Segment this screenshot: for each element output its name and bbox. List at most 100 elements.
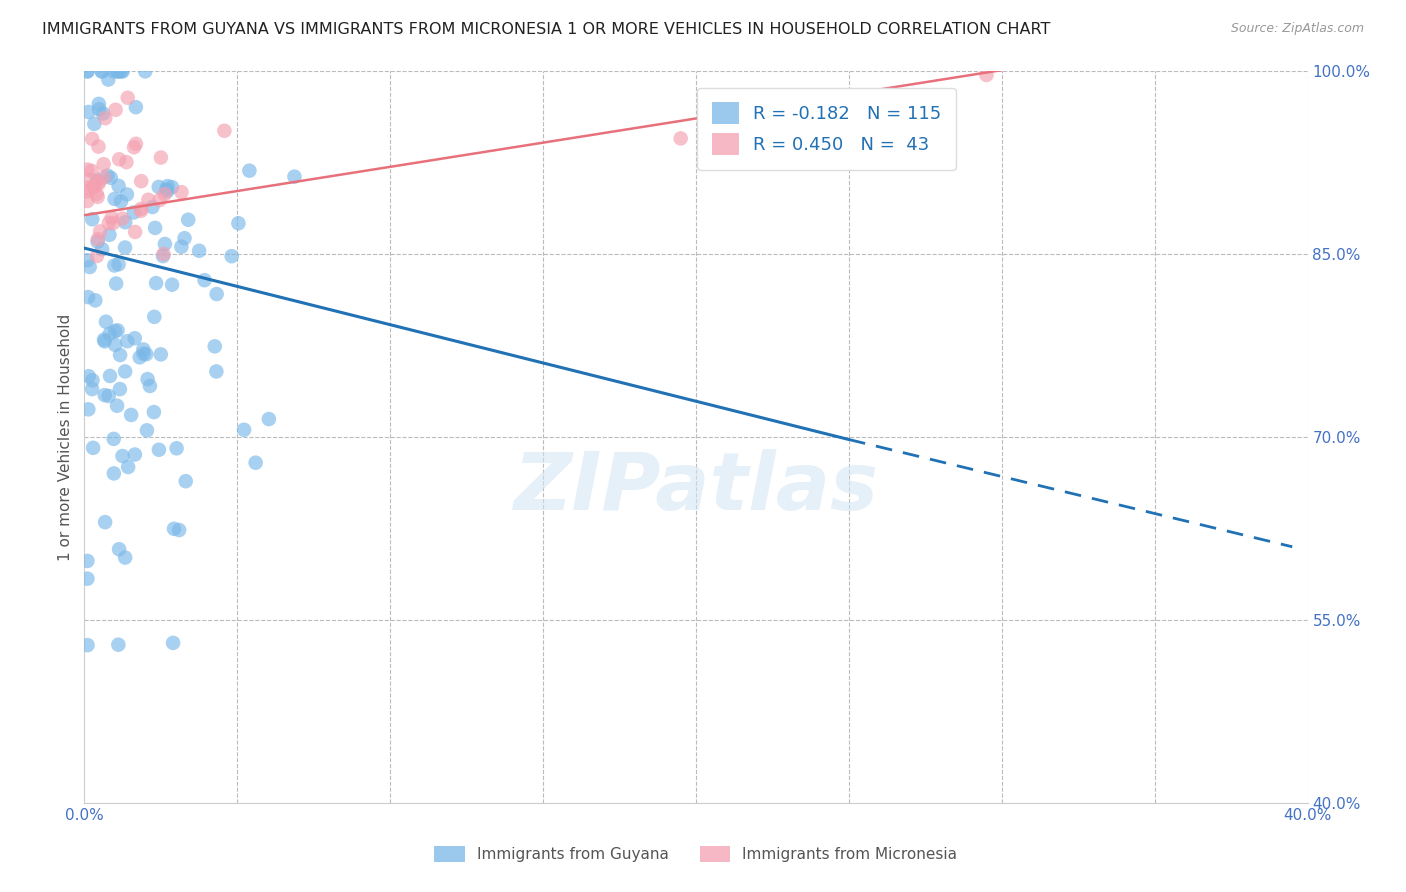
Point [129,174,152,188]
Point [228,216,250,230]
Point [105,399,128,413]
Text: IMMIGRANTS FROM GUYANA VS IMMIGRANTS FROM MICRONESIA 1 OR MORE VEHICLES IN HOUSE: IMMIGRANTS FROM GUYANA VS IMMIGRANTS FRO… [42,22,1050,37]
Point [107,257,129,271]
Point [145,276,167,290]
Point [149,193,172,207]
Y-axis label: 1 or more Vehicles in Household: 1 or more Vehicles in Household [58,313,73,561]
Point [117,334,139,349]
Point [86,186,108,201]
Point [97,216,120,230]
Point [86,173,108,187]
Point [148,442,170,457]
Point [76,572,98,586]
Point [83,179,105,194]
Point [82,382,104,396]
Point [83,117,105,131]
Text: ZIPatlas: ZIPatlas [513,450,879,527]
Point [108,153,131,167]
Point [87,175,110,189]
Point [120,408,142,422]
Point [173,231,195,245]
Point [87,102,110,116]
Point [156,184,179,198]
Point [155,182,177,196]
Point [100,211,122,225]
Point [86,249,108,263]
Point [149,347,172,361]
Point [87,177,110,191]
Point [110,194,132,209]
Point [77,402,100,417]
Point [188,244,211,258]
Point [76,64,98,78]
Point [111,64,134,78]
Point [97,72,120,87]
Point [124,331,146,345]
Point [193,273,215,287]
Point [76,194,98,208]
Point [77,290,100,304]
Point [205,364,228,378]
Point [177,212,200,227]
Point [124,225,146,239]
Point [96,169,118,183]
Point [156,179,179,194]
Point [103,192,125,206]
Point [245,456,267,470]
Point [91,106,114,120]
Point [105,277,128,291]
Point [669,131,692,145]
Point [91,242,114,256]
Point [152,247,174,261]
Point [142,405,165,419]
Point [108,382,131,396]
Point [170,185,193,199]
Point [283,169,305,184]
Point [76,64,98,78]
Point [103,467,125,481]
Point [77,105,100,120]
Point [160,180,183,194]
Point [104,338,127,352]
Point [83,179,105,194]
Point [111,211,134,226]
Point [129,203,152,218]
Point [148,180,170,194]
Point [143,310,166,324]
Point [132,346,155,360]
Point [153,187,176,202]
Point [107,178,129,193]
Point [87,96,110,111]
Point [108,64,131,78]
Point [77,369,100,384]
Point [82,373,104,387]
Point [82,212,104,227]
Point [163,522,186,536]
Point [86,190,108,204]
Point [221,249,243,263]
Point [76,554,98,568]
Text: Source: ZipAtlas.com: Source: ZipAtlas.com [1230,22,1364,36]
Legend: Immigrants from Guyana, Immigrants from Micronesia: Immigrants from Guyana, Immigrants from … [429,840,963,868]
Point [153,237,176,252]
Point [129,202,152,216]
Point [162,636,184,650]
Point [205,287,228,301]
Point [114,364,136,378]
Point [89,224,111,238]
Point [93,157,115,171]
Point [122,205,145,219]
Point [87,232,110,246]
Point [76,162,98,177]
Point [174,474,197,488]
Point [166,442,188,456]
Point [117,460,139,475]
Point [86,235,108,249]
Point [108,348,131,362]
Point [136,193,159,207]
Point [257,412,280,426]
Point [136,372,159,386]
Point [233,423,256,437]
Point [114,550,136,565]
Point [93,333,115,347]
